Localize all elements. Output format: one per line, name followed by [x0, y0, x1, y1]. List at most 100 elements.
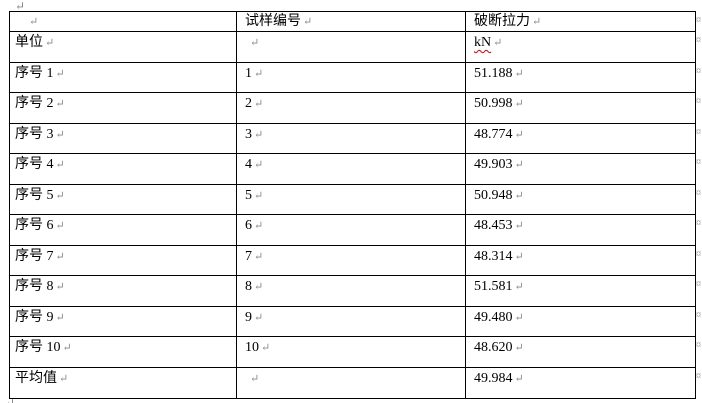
- cell-text: 50.948: [474, 187, 513, 203]
- cell-text: 51.581: [474, 279, 513, 294]
- end-of-row-mark-icon: ¤: [696, 35, 701, 46]
- table-cell[interactable]: 序号 4 ↵: [9, 153, 237, 185]
- cell-text: 3: [245, 126, 252, 142]
- table-cell[interactable]: 48.453 ↵: [465, 214, 696, 246]
- cell-text: 4: [245, 157, 252, 172]
- table-cell-average-value[interactable]: 49.984 ↵: [465, 366, 696, 399]
- end-of-row-mark-icon: ¤: [696, 15, 701, 26]
- paragraph-mark-icon: ↵: [514, 98, 524, 110]
- table-cell[interactable]: ↵: [236, 366, 466, 399]
- cell-text: 8: [245, 279, 252, 294]
- paragraph-mark-icon: ↵: [514, 311, 524, 324]
- paragraph-mark-icon: ↵: [254, 220, 264, 232]
- table-cell[interactable]: 8 ↵: [236, 275, 466, 307]
- table-cell[interactable]: 序号 9 ↵: [9, 305, 237, 337]
- table-cell[interactable]: 序号 5 ↵: [9, 183, 237, 215]
- cell-text: kN: [474, 35, 492, 50]
- table-row: 序号 6 ↵ 6 ↵ 48.453 ↵: [9, 214, 696, 246]
- cell-text: 5: [245, 187, 252, 203]
- table-cell[interactable]: 48.774 ↵: [465, 122, 696, 154]
- table-cell[interactable]: 序号 1 ↵: [9, 61, 237, 93]
- table-cell[interactable]: 序号 8 ↵: [9, 275, 237, 307]
- data-table: ↵ 试样编号 ↵ 破断拉力 ↵ 单位 ↵ ↵ kN ↵ 序号 1 ↵ 1 ↵ 51.188 ↵…: [9, 11, 696, 399]
- table-cell-unit-kn[interactable]: kN ↵: [465, 31, 696, 63]
- paragraph-mark-icon: ↵: [55, 250, 65, 263]
- table-row: 序号 2 ↵ 2 ↵ 50.998 ↵: [9, 92, 696, 124]
- table-cell[interactable]: 序号 6 ↵: [9, 214, 237, 246]
- paragraph-mark-icon: ↵: [514, 159, 524, 171]
- table-cell[interactable]: 48.314 ↵: [465, 244, 696, 276]
- table-cell[interactable]: 49.480 ↵: [465, 305, 696, 337]
- paragraph-mark-icon: ↵: [55, 220, 65, 232]
- end-of-row-mark-icon: ¤: [696, 157, 701, 168]
- paragraph-mark-icon: ↵: [254, 250, 264, 263]
- end-of-row-mark-icon: ¤: [696, 96, 701, 107]
- table-cell[interactable]: 9 ↵: [236, 305, 466, 337]
- table-cell[interactable]: 51.581 ↵: [465, 275, 696, 307]
- table-cell[interactable]: 序号 3 ↵: [9, 122, 237, 154]
- cell-text: 序号 9: [15, 309, 54, 325]
- cell-text: 平均值: [15, 370, 57, 386]
- table-cell-average-label[interactable]: 平均值 ↵: [9, 366, 237, 399]
- paragraph-mark-icon: ↵: [55, 159, 65, 171]
- cell-text: 49.480: [474, 309, 513, 325]
- cell-text: 48.774: [474, 126, 513, 142]
- table-cell[interactable]: 序号 2 ↵: [9, 92, 237, 124]
- paragraph-mark-icon: ↵: [254, 189, 264, 202]
- paragraph-mark-icon: ↵: [514, 67, 524, 80]
- table-cell[interactable]: ↵: [9, 11, 237, 32]
- table-cell[interactable]: 51.188 ↵: [465, 61, 696, 93]
- table-cell[interactable]: 2 ↵: [236, 92, 466, 124]
- cell-text: 序号 3: [15, 126, 54, 142]
- table-cell[interactable]: 4 ↵: [236, 153, 466, 185]
- paragraph-mark-icon: ↵: [261, 342, 271, 354]
- cell-text: 49.903: [474, 157, 513, 172]
- table-cell[interactable]: 50.948 ↵: [465, 183, 696, 215]
- end-of-row-mark-icon: ¤: [696, 218, 701, 229]
- table-cell-unit-label[interactable]: 单位 ↵: [9, 31, 237, 63]
- end-of-row-mark-icon: ¤: [696, 126, 701, 138]
- paragraph-mark-icon: ↵: [55, 98, 65, 110]
- table-cell-breaking-force-header[interactable]: 破断拉力 ↵: [465, 11, 696, 32]
- paragraph-mark-icon: ↵: [514, 372, 524, 385]
- cell-text: 序号 6: [15, 218, 54, 233]
- table-row: 序号 1 ↵ 1 ↵ 51.188 ↵: [9, 61, 696, 93]
- paragraph-mark-icon: ↵: [55, 311, 65, 324]
- table-row: 序号 10 ↵ 10 ↵ 48.620 ↵: [9, 336, 696, 368]
- paragraph-mark-icon: ↵: [254, 311, 264, 324]
- table-cell[interactable]: 5 ↵: [236, 183, 466, 215]
- table-cell[interactable]: 1 ↵: [236, 61, 466, 93]
- table-cell[interactable]: 48.620 ↵: [465, 336, 696, 368]
- paragraph-mark-icon: ↵: [254, 159, 264, 171]
- cell-text: 破断拉力: [474, 14, 530, 29]
- table-cell[interactable]: ↵: [236, 31, 466, 63]
- table-cell[interactable]: 50.998 ↵: [465, 92, 696, 124]
- table-cell[interactable]: 6 ↵: [236, 214, 466, 246]
- cell-text: 单位: [15, 35, 43, 50]
- table-row: 序号 5 ↵ 5 ↵ 50.948 ↵: [9, 183, 696, 215]
- table-cell[interactable]: 3 ↵: [236, 122, 466, 154]
- paragraph-mark-icon: ↵: [55, 281, 65, 293]
- paragraph-mark-icon: ↵: [55, 189, 65, 202]
- table-cell[interactable]: 49.903 ↵: [465, 153, 696, 185]
- cell-text: 48.314: [474, 248, 513, 264]
- table-cell[interactable]: 序号 10 ↵: [9, 336, 237, 368]
- cell-text: 49.984: [474, 370, 513, 386]
- table-cell[interactable]: 7 ↵: [236, 244, 466, 276]
- end-of-row-mark-icon: ¤: [696, 248, 701, 260]
- paragraph-mark-icon: ↵: [62, 342, 72, 354]
- table-cell-specimen-no-header[interactable]: 试样编号 ↵: [236, 11, 466, 32]
- table-row: 序号 7 ↵ 7 ↵ 48.314 ↵: [9, 244, 696, 276]
- paragraph-mark-icon: ↵: [45, 37, 55, 49]
- table-cell[interactable]: 序号 7 ↵: [9, 244, 237, 276]
- table-cell[interactable]: 10 ↵: [236, 336, 466, 368]
- table-row: ↵ 试样编号 ↵ 破断拉力 ↵: [9, 11, 696, 32]
- end-of-row-mark-icon: ¤: [696, 370, 701, 382]
- cell-text: 6: [245, 218, 252, 233]
- cell-text: 序号 5: [15, 187, 54, 203]
- table-row: 序号 8 ↵ 8 ↵ 51.581 ↵: [9, 275, 696, 307]
- paragraph-mark-icon: ↵: [514, 281, 524, 293]
- paragraph-mark-icon: ↵: [254, 67, 264, 80]
- cell-text: 9: [245, 309, 252, 325]
- cell-text: 2: [245, 96, 252, 111]
